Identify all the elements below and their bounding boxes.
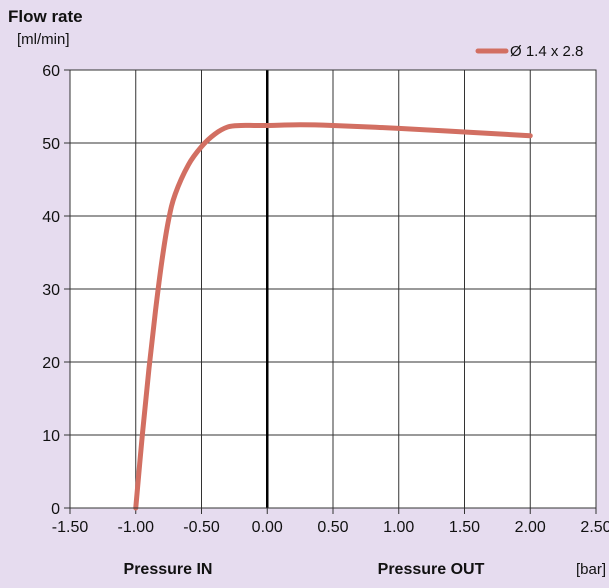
x-tick-label: 2.00 [515,519,546,536]
x-axis-unit: [bar] [576,561,606,578]
y-tick-label: 60 [42,63,60,80]
x-axis-label-pressure-out: Pressure OUT [378,561,485,578]
x-tick-label: 1.00 [383,519,414,536]
x-tick-label: 1.50 [449,519,480,536]
y-tick-label: 20 [42,355,60,372]
y-tick-label: 10 [42,428,60,445]
legend-label: Ø 1.4 x 2.8 [510,43,583,60]
x-tick-label: -1.00 [118,519,155,536]
x-axis-label-pressure-in: Pressure IN [124,561,213,578]
x-tick-label: 2.50 [580,519,609,536]
plot-frame [69,69,597,509]
y-tick-label: 30 [42,282,60,299]
y-axis-unit: [ml/min] [17,31,70,48]
x-tick-label: -1.50 [52,519,89,536]
chart-title: Flow rate [8,7,83,26]
legend: Ø 1.4 x 2.8 [475,43,583,60]
y-tick-label: 40 [42,209,60,226]
y-tick-label: 50 [42,136,60,153]
x-tick-label: -0.50 [183,519,220,536]
x-tick-label: 0.50 [317,519,348,536]
y-tick-label: 0 [51,501,60,518]
series-line [133,122,533,511]
x-tick-label: 0.00 [252,519,283,536]
